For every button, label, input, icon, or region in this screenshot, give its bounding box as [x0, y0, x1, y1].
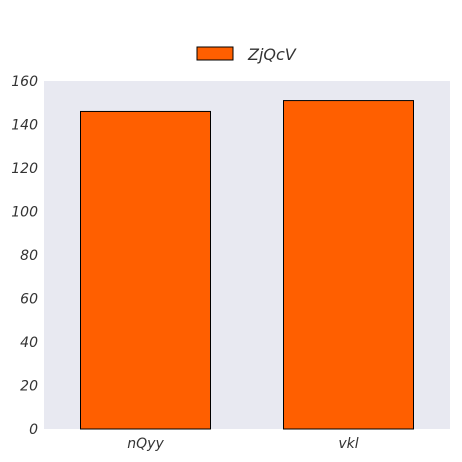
y-tick-label: 80	[20, 248, 38, 264]
bar-nQyy	[80, 110, 211, 430]
bars-group	[80, 100, 414, 430]
legend-swatch	[196, 46, 234, 61]
x-tick-label: vkl	[338, 436, 358, 452]
legend-label: ZjQcV	[247, 45, 297, 64]
y-tick-label: 0	[29, 422, 38, 438]
x-axis-ticks: nQyy vkl	[127, 436, 358, 452]
x-tick-label: nQyy	[127, 436, 164, 452]
y-tick-label: 40	[20, 335, 38, 351]
y-tick-label: 140	[11, 118, 38, 134]
y-tick-label: 120	[11, 161, 38, 177]
y-tick-label: 100	[11, 205, 38, 221]
y-tick-label: 20	[20, 379, 38, 395]
legend: ZjQcV	[196, 45, 297, 64]
y-tick-label: 160	[11, 74, 38, 90]
y-axis-ticks: 0 20 40 60 80 100 120 140 160	[11, 74, 38, 438]
bar-vkl	[283, 100, 414, 430]
y-tick-label: 60	[20, 292, 38, 308]
